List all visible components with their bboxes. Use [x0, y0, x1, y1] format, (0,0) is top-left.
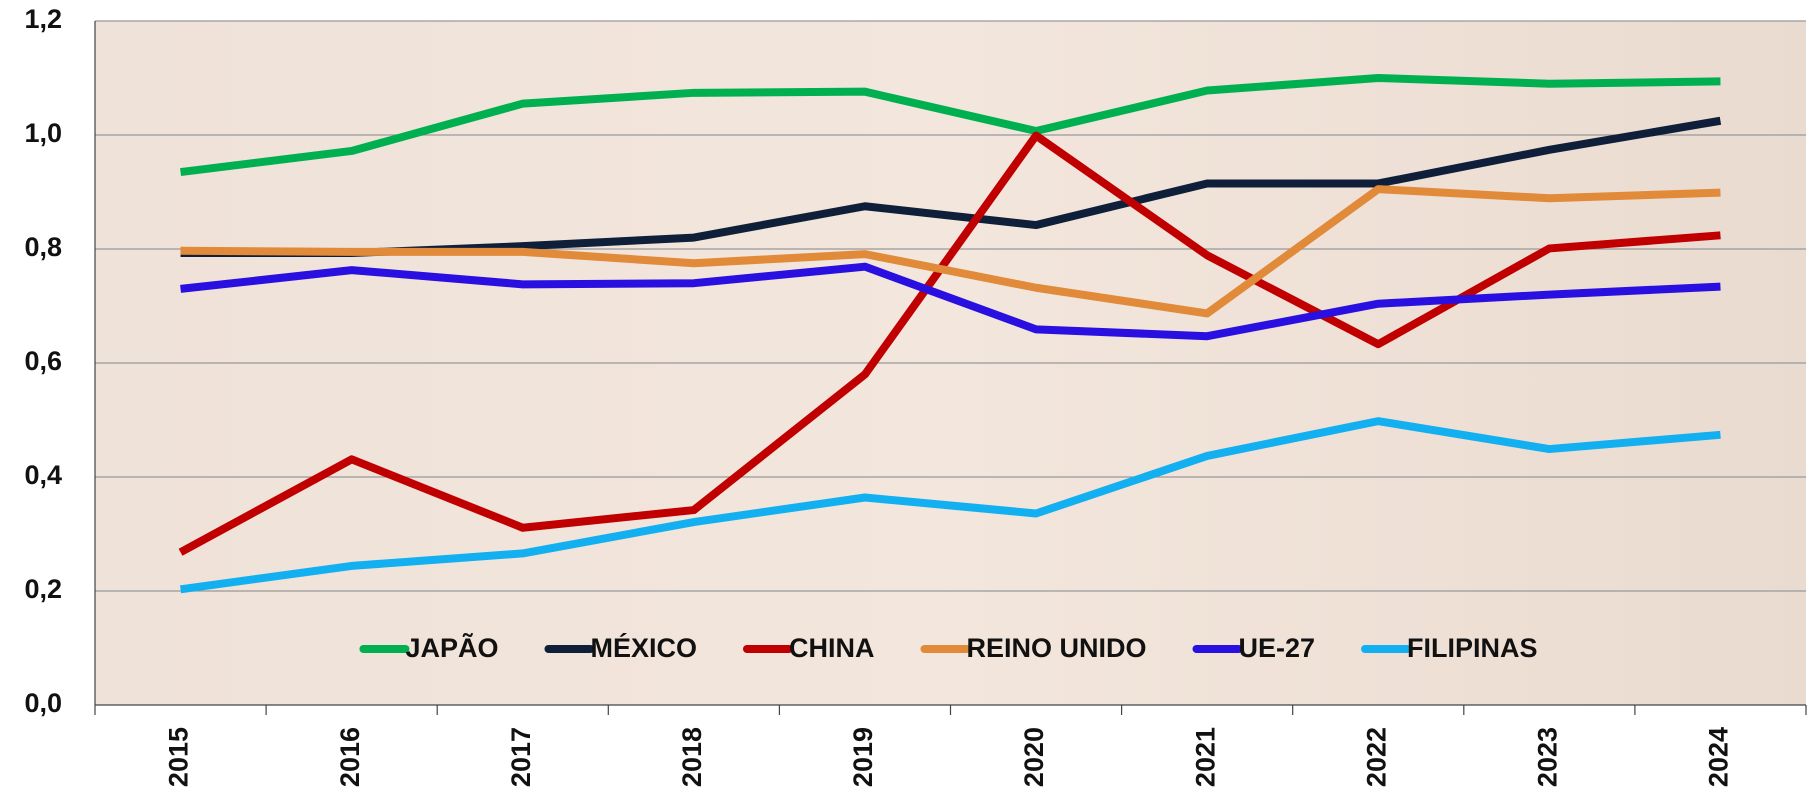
- legend-label: JAPÃO: [405, 632, 498, 663]
- legend-label: UE-27: [1239, 633, 1316, 663]
- x-tick-label: 2017: [506, 727, 536, 787]
- y-tick-label: 0,6: [24, 346, 62, 376]
- legend-label: MÉXICO: [590, 632, 697, 663]
- y-tick-label: 0,0: [24, 688, 62, 718]
- y-tick-label: 0,4: [24, 460, 62, 490]
- legend-label: REINO UNIDO: [966, 633, 1146, 663]
- x-tick-label: 2015: [164, 727, 194, 787]
- legend-label: CHINA: [789, 633, 875, 663]
- x-tick-label: 2019: [848, 727, 878, 787]
- x-tick-label: 2021: [1190, 727, 1220, 787]
- series-line: [180, 262, 1721, 341]
- legend-label: FILIPINAS: [1407, 633, 1538, 663]
- x-tick-label: 2018: [677, 727, 707, 787]
- x-tick-label: 2024: [1704, 727, 1734, 787]
- x-tick-label: 2023: [1532, 727, 1562, 787]
- x-tick-label: 2020: [1019, 727, 1049, 787]
- y-tick-label: 1,2: [24, 4, 62, 34]
- y-tick-label: 1,0: [24, 118, 62, 148]
- x-tick-label: 2016: [335, 727, 365, 787]
- x-tick-label: 2022: [1361, 727, 1391, 787]
- series-line: [180, 74, 1721, 177]
- y-tick-label: 0,8: [24, 232, 62, 262]
- y-tick-label: 0,2: [24, 574, 62, 604]
- series-line: [180, 185, 1721, 318]
- series-line: [180, 417, 1721, 594]
